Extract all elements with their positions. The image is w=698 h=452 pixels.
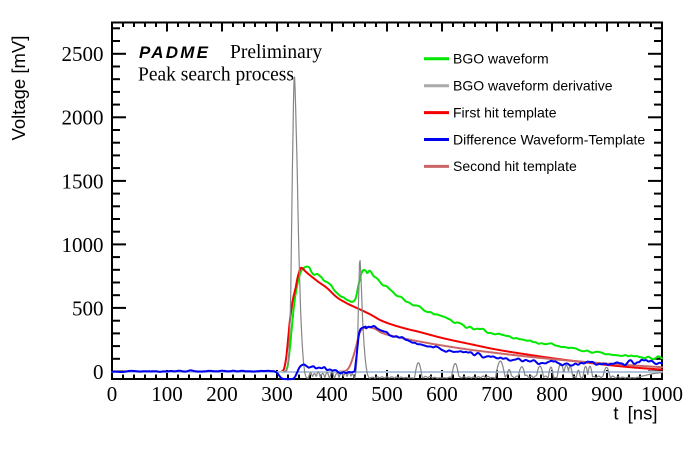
svg-text:2500: 2500: [62, 42, 104, 66]
svg-text:400: 400: [316, 382, 348, 406]
svg-text:1000: 1000: [62, 233, 104, 257]
svg-text:100: 100: [151, 382, 183, 406]
svg-text:500: 500: [371, 382, 403, 406]
svg-text:t [ns]: t [ns]: [613, 403, 657, 424]
svg-text:800: 800: [536, 382, 568, 406]
svg-text:0: 0: [107, 382, 118, 406]
svg-text:Difference Waveform-Template: Difference Waveform-Template: [453, 131, 645, 147]
svg-text:600: 600: [426, 382, 458, 406]
svg-text:BGO waveform derivative: BGO waveform derivative: [453, 78, 613, 94]
svg-text:Voltage [mV]: Voltage [mV]: [8, 36, 29, 141]
svg-text:200: 200: [206, 382, 238, 406]
svg-text:500: 500: [72, 296, 104, 320]
svg-text:1000: 1000: [641, 382, 683, 406]
svg-text:300: 300: [261, 382, 293, 406]
svg-text:Preliminary: Preliminary: [230, 42, 322, 63]
svg-text:700: 700: [481, 382, 513, 406]
svg-text:BGO waveform: BGO waveform: [453, 51, 549, 67]
svg-text:2000: 2000: [62, 106, 104, 130]
svg-text:1500: 1500: [62, 169, 104, 193]
svg-text:Peak search process: Peak search process: [138, 65, 294, 86]
svg-text:PADME: PADME: [139, 43, 210, 62]
svg-text:900: 900: [591, 382, 623, 406]
svg-text:0: 0: [93, 360, 104, 384]
svg-text:Second hit template: Second hit template: [453, 158, 577, 174]
svg-text:First hit template: First hit template: [453, 104, 557, 120]
